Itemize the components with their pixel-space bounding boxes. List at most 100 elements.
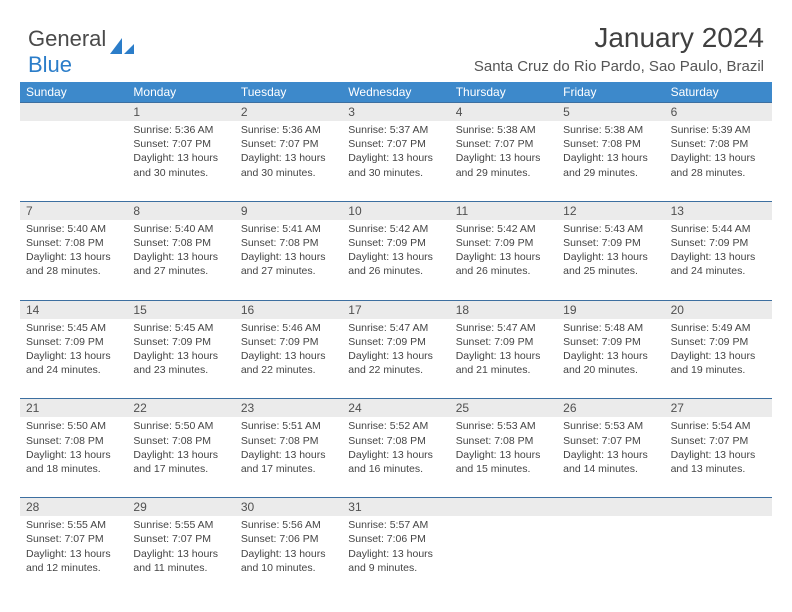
day-number: 11 (450, 202, 557, 220)
day-number: 27 (665, 399, 772, 417)
weekday-header: Tuesday (235, 82, 342, 102)
day-number: 25 (450, 399, 557, 417)
day-details: Sunrise: 5:53 AMSunset: 7:08 PMDaylight:… (450, 417, 557, 480)
day-details: Sunrise: 5:40 AMSunset: 7:08 PMDaylight:… (20, 220, 127, 283)
day-cell (665, 498, 772, 596)
day-details: Sunrise: 5:36 AMSunset: 7:07 PMDaylight:… (235, 121, 342, 184)
day-number: 28 (20, 498, 127, 516)
logo: General Blue (28, 26, 136, 78)
page-title: January 2024 (474, 22, 764, 54)
day-cell: 16Sunrise: 5:46 AMSunset: 7:09 PMDayligh… (235, 301, 342, 399)
day-cell: 21Sunrise: 5:50 AMSunset: 7:08 PMDayligh… (20, 399, 127, 497)
day-details: Sunrise: 5:43 AMSunset: 7:09 PMDaylight:… (557, 220, 664, 283)
day-number: 1 (127, 103, 234, 121)
day-details: Sunrise: 5:51 AMSunset: 7:08 PMDaylight:… (235, 417, 342, 480)
week-row: 7Sunrise: 5:40 AMSunset: 7:08 PMDaylight… (20, 201, 772, 300)
day-details: Sunrise: 5:54 AMSunset: 7:07 PMDaylight:… (665, 417, 772, 480)
day-cell: 27Sunrise: 5:54 AMSunset: 7:07 PMDayligh… (665, 399, 772, 497)
day-number: 8 (127, 202, 234, 220)
day-number: 3 (342, 103, 449, 121)
day-details: Sunrise: 5:55 AMSunset: 7:07 PMDaylight:… (20, 516, 127, 579)
day-cell (20, 103, 127, 201)
week-row: 14Sunrise: 5:45 AMSunset: 7:09 PMDayligh… (20, 300, 772, 399)
day-number: 13 (665, 202, 772, 220)
day-details: Sunrise: 5:40 AMSunset: 7:08 PMDaylight:… (127, 220, 234, 283)
day-cell: 2Sunrise: 5:36 AMSunset: 7:07 PMDaylight… (235, 103, 342, 201)
day-number (665, 498, 772, 516)
calendar-header-row: SundayMondayTuesdayWednesdayThursdayFrid… (20, 82, 772, 102)
day-details: Sunrise: 5:49 AMSunset: 7:09 PMDaylight:… (665, 319, 772, 382)
day-cell: 13Sunrise: 5:44 AMSunset: 7:09 PMDayligh… (665, 202, 772, 300)
day-number: 22 (127, 399, 234, 417)
day-details: Sunrise: 5:41 AMSunset: 7:08 PMDaylight:… (235, 220, 342, 283)
day-details: Sunrise: 5:48 AMSunset: 7:09 PMDaylight:… (557, 319, 664, 382)
day-number: 26 (557, 399, 664, 417)
day-details: Sunrise: 5:47 AMSunset: 7:09 PMDaylight:… (450, 319, 557, 382)
week-row: 28Sunrise: 5:55 AMSunset: 7:07 PMDayligh… (20, 497, 772, 596)
day-details: Sunrise: 5:52 AMSunset: 7:08 PMDaylight:… (342, 417, 449, 480)
day-cell: 1Sunrise: 5:36 AMSunset: 7:07 PMDaylight… (127, 103, 234, 201)
day-cell: 24Sunrise: 5:52 AMSunset: 7:08 PMDayligh… (342, 399, 449, 497)
weekday-header: Wednesday (342, 82, 449, 102)
day-number: 14 (20, 301, 127, 319)
day-cell: 26Sunrise: 5:53 AMSunset: 7:07 PMDayligh… (557, 399, 664, 497)
day-details: Sunrise: 5:45 AMSunset: 7:09 PMDaylight:… (127, 319, 234, 382)
logo-sail-icon (108, 36, 136, 63)
day-cell: 20Sunrise: 5:49 AMSunset: 7:09 PMDayligh… (665, 301, 772, 399)
day-details: Sunrise: 5:37 AMSunset: 7:07 PMDaylight:… (342, 121, 449, 184)
location-subtitle: Santa Cruz do Rio Pardo, Sao Paulo, Braz… (474, 58, 764, 75)
day-details: Sunrise: 5:45 AMSunset: 7:09 PMDaylight:… (20, 319, 127, 382)
day-cell: 10Sunrise: 5:42 AMSunset: 7:09 PMDayligh… (342, 202, 449, 300)
day-number (557, 498, 664, 516)
day-cell: 31Sunrise: 5:57 AMSunset: 7:06 PMDayligh… (342, 498, 449, 596)
day-details: Sunrise: 5:55 AMSunset: 7:07 PMDaylight:… (127, 516, 234, 579)
day-number: 2 (235, 103, 342, 121)
day-details: Sunrise: 5:38 AMSunset: 7:07 PMDaylight:… (450, 121, 557, 184)
day-cell: 5Sunrise: 5:38 AMSunset: 7:08 PMDaylight… (557, 103, 664, 201)
day-number: 10 (342, 202, 449, 220)
day-cell (450, 498, 557, 596)
day-details: Sunrise: 5:50 AMSunset: 7:08 PMDaylight:… (127, 417, 234, 480)
day-details: Sunrise: 5:56 AMSunset: 7:06 PMDaylight:… (235, 516, 342, 579)
logo-text-general: General (28, 26, 106, 51)
day-cell: 29Sunrise: 5:55 AMSunset: 7:07 PMDayligh… (127, 498, 234, 596)
day-number: 31 (342, 498, 449, 516)
day-cell: 6Sunrise: 5:39 AMSunset: 7:08 PMDaylight… (665, 103, 772, 201)
weekday-header: Monday (127, 82, 234, 102)
day-cell: 8Sunrise: 5:40 AMSunset: 7:08 PMDaylight… (127, 202, 234, 300)
day-number (450, 498, 557, 516)
day-details: Sunrise: 5:53 AMSunset: 7:07 PMDaylight:… (557, 417, 664, 480)
day-number: 17 (342, 301, 449, 319)
day-number: 19 (557, 301, 664, 319)
day-cell: 19Sunrise: 5:48 AMSunset: 7:09 PMDayligh… (557, 301, 664, 399)
day-cell: 9Sunrise: 5:41 AMSunset: 7:08 PMDaylight… (235, 202, 342, 300)
day-number: 18 (450, 301, 557, 319)
weekday-header: Friday (557, 82, 664, 102)
day-cell: 7Sunrise: 5:40 AMSunset: 7:08 PMDaylight… (20, 202, 127, 300)
day-cell: 15Sunrise: 5:45 AMSunset: 7:09 PMDayligh… (127, 301, 234, 399)
day-details: Sunrise: 5:42 AMSunset: 7:09 PMDaylight:… (450, 220, 557, 283)
day-cell: 30Sunrise: 5:56 AMSunset: 7:06 PMDayligh… (235, 498, 342, 596)
logo-text-blue: Blue (28, 52, 72, 77)
logo-text: General Blue (28, 26, 106, 78)
day-cell: 28Sunrise: 5:55 AMSunset: 7:07 PMDayligh… (20, 498, 127, 596)
day-number: 24 (342, 399, 449, 417)
day-cell: 23Sunrise: 5:51 AMSunset: 7:08 PMDayligh… (235, 399, 342, 497)
day-details: Sunrise: 5:39 AMSunset: 7:08 PMDaylight:… (665, 121, 772, 184)
day-details: Sunrise: 5:36 AMSunset: 7:07 PMDaylight:… (127, 121, 234, 184)
day-details: Sunrise: 5:42 AMSunset: 7:09 PMDaylight:… (342, 220, 449, 283)
day-cell (557, 498, 664, 596)
title-block: January 2024 Santa Cruz do Rio Pardo, Sa… (474, 22, 764, 75)
day-details: Sunrise: 5:46 AMSunset: 7:09 PMDaylight:… (235, 319, 342, 382)
day-details: Sunrise: 5:47 AMSunset: 7:09 PMDaylight:… (342, 319, 449, 382)
day-number: 12 (557, 202, 664, 220)
day-details: Sunrise: 5:44 AMSunset: 7:09 PMDaylight:… (665, 220, 772, 283)
day-number: 4 (450, 103, 557, 121)
day-number: 9 (235, 202, 342, 220)
day-number: 30 (235, 498, 342, 516)
day-cell: 25Sunrise: 5:53 AMSunset: 7:08 PMDayligh… (450, 399, 557, 497)
day-number: 20 (665, 301, 772, 319)
day-details: Sunrise: 5:38 AMSunset: 7:08 PMDaylight:… (557, 121, 664, 184)
day-cell: 3Sunrise: 5:37 AMSunset: 7:07 PMDaylight… (342, 103, 449, 201)
day-cell: 14Sunrise: 5:45 AMSunset: 7:09 PMDayligh… (20, 301, 127, 399)
